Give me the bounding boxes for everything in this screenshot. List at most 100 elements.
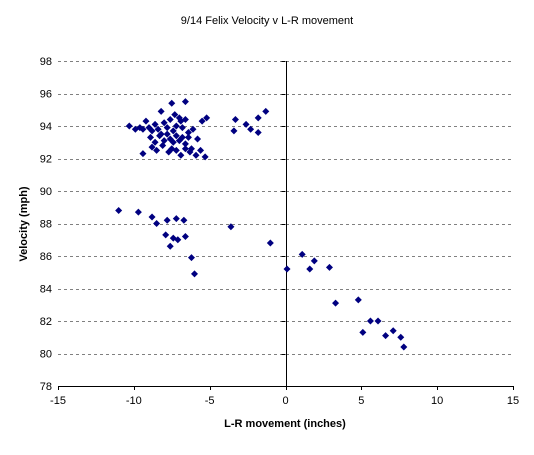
data-point	[139, 125, 147, 133]
data-point	[198, 117, 206, 125]
data-point	[168, 99, 176, 107]
data-point	[156, 132, 164, 140]
data-point	[306, 265, 314, 273]
chart-title: 9/14 Felix Velocity v L-R movement	[181, 15, 353, 27]
data-point	[332, 299, 340, 307]
data-point	[178, 124, 186, 132]
data-point	[181, 145, 189, 153]
data-point	[151, 138, 159, 146]
data-point	[139, 150, 147, 158]
data-point	[154, 125, 162, 133]
y-axis-label: Velocity (mph)	[18, 186, 30, 262]
data-point	[374, 317, 382, 325]
data-point	[172, 146, 180, 154]
data-point	[172, 215, 180, 223]
x-tick-label: 15	[507, 395, 519, 407]
y-tick-label: 92	[40, 154, 52, 166]
plot-area	[58, 61, 513, 386]
data-point	[166, 116, 174, 123]
data-point	[184, 133, 192, 141]
data-point	[298, 250, 306, 258]
data-point	[366, 317, 374, 325]
data-point	[227, 223, 235, 231]
data-point	[163, 124, 171, 132]
data-point	[192, 151, 200, 159]
y-tick-label: 88	[40, 219, 52, 231]
data-point	[181, 233, 189, 240]
data-point	[310, 257, 318, 265]
data-point	[148, 213, 156, 221]
data-point	[400, 343, 408, 351]
data-point	[134, 208, 142, 216]
gridlines	[58, 61, 513, 355]
x-axis-label: L-R movement (inches)	[224, 418, 346, 430]
data-point	[187, 254, 195, 262]
x-tick-label: 0	[282, 395, 288, 407]
data-point	[254, 114, 262, 122]
data-point	[203, 114, 211, 122]
data-point	[181, 98, 189, 106]
data-point	[201, 153, 209, 161]
data-point	[177, 151, 185, 159]
data-point	[189, 125, 197, 133]
y-tick-label: 84	[40, 284, 52, 296]
data-point	[115, 207, 123, 214]
data-point	[184, 129, 192, 136]
x-tick-label: -5	[205, 395, 215, 407]
y-tick-label: 96	[40, 89, 52, 101]
data-point	[163, 130, 171, 138]
data-point	[163, 216, 171, 224]
x-tick-label: 10	[431, 395, 443, 407]
data-point	[247, 125, 255, 133]
data-point	[148, 143, 156, 151]
data-point	[359, 328, 367, 336]
y-tick-label: 94	[40, 121, 52, 133]
data-point	[254, 129, 262, 136]
data-point	[166, 242, 174, 250]
data-point	[242, 120, 250, 128]
y-tick-label: 82	[40, 316, 52, 328]
data-point	[283, 265, 291, 273]
y-tick-label: 90	[40, 186, 52, 198]
data-point	[159, 142, 167, 149]
data-point	[186, 148, 194, 156]
data-point	[231, 116, 239, 123]
data-point	[266, 239, 274, 247]
data-point	[169, 127, 177, 135]
data-point	[142, 117, 150, 125]
data-point	[157, 107, 165, 115]
y-tick-label: 78	[40, 381, 52, 393]
data-point	[160, 119, 168, 127]
data-point	[178, 133, 186, 141]
data-point	[153, 146, 161, 154]
data-point	[153, 220, 161, 227]
data-point	[230, 127, 238, 135]
data-point	[262, 107, 270, 115]
axes	[58, 61, 514, 390]
data-point	[389, 327, 397, 335]
data-point	[171, 111, 179, 119]
data-point	[325, 263, 333, 271]
y-tick-label: 80	[40, 349, 52, 361]
y-tick-label: 98	[40, 56, 52, 68]
data-point	[180, 216, 188, 224]
data-point	[151, 120, 159, 128]
data-point	[197, 146, 205, 154]
data-point	[397, 333, 405, 341]
data-point	[172, 122, 180, 130]
x-tick-label: -10	[126, 395, 142, 407]
tick-labels: 78 80 82 84 86 88 90 92 94 96 98 -15 -10 -5 0 5 10 15	[40, 56, 519, 407]
data-point	[354, 296, 362, 304]
data-point	[382, 332, 390, 340]
data-point	[147, 133, 155, 141]
data-point	[148, 127, 156, 135]
x-tick-label: 5	[358, 395, 364, 407]
data-point	[162, 231, 170, 239]
data-point	[174, 236, 182, 244]
data-point	[125, 122, 133, 130]
data-point	[194, 135, 202, 143]
x-tick-label: -15	[50, 395, 66, 407]
y-tick-label: 86	[40, 251, 52, 263]
